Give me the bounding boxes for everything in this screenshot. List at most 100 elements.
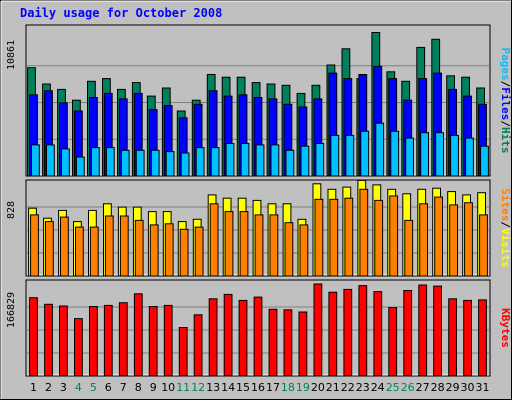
max-label-visits-sites: 828 [6,201,17,219]
bar-pages-7 [120,149,130,177]
bar-sites-9 [149,224,159,277]
bar-pages-27 [420,132,430,177]
day-label-4: 4 [75,381,82,394]
bar-sites-6 [104,215,114,277]
bar-kbytes-18 [283,309,293,377]
bar-kbytes-28 [433,285,443,377]
bar-pages-14 [225,143,235,177]
bar-kbytes-24 [373,291,383,377]
bar-kbytes-4 [74,318,83,377]
bar-kbytes-30 [463,299,473,377]
bar-sites-2 [45,221,54,277]
bar-kbytes-22 [343,288,353,377]
bar-pages-30 [465,137,474,177]
legend-item: Files [499,87,512,120]
bar-pages-23 [360,130,370,177]
bar-pages-21 [330,134,340,177]
series-kbytes [29,283,487,377]
day-label-21: 21 [326,381,340,394]
bar-pages-19 [300,145,310,177]
bar-sites-10 [164,223,174,277]
bar-pages-31 [480,145,489,177]
day-label-29: 29 [446,381,460,394]
day-label-16: 16 [251,381,265,394]
bar-pages-25 [390,130,400,177]
day-label-26: 26 [401,381,415,394]
bar-sites-14 [224,211,234,277]
bar-pages-20 [315,143,325,177]
day-label-27: 27 [416,381,430,394]
bar-sites-29 [449,204,459,277]
legend-item: Pages [499,48,512,81]
bar-sites-3 [60,216,69,277]
bar-sites-20 [314,198,324,277]
series-sites [30,188,488,277]
day-label-1: 1 [30,381,37,394]
day-label-8: 8 [135,381,142,394]
bar-kbytes-31 [478,299,487,377]
bar-pages-17 [270,144,280,177]
bar-sites-7 [119,215,129,277]
day-label-24: 24 [371,381,385,394]
legend-item: KBytes [499,308,512,348]
day-label-28: 28 [431,381,445,394]
bar-sites-21 [329,198,339,277]
bar-sites-16 [254,214,264,277]
day-label-6: 6 [105,381,112,394]
bar-pages-12 [195,147,205,177]
bar-sites-22 [344,197,354,277]
bar-kbytes-7 [118,302,128,377]
bar-pages-6 [105,147,115,177]
day-label-23: 23 [356,381,370,394]
bar-sites-28 [434,196,444,277]
day-label-14: 14 [221,381,235,394]
bar-kbytes-20 [313,283,323,377]
day-label-20: 20 [311,381,325,394]
bar-sites-26 [404,219,414,277]
bar-sites-11 [179,228,189,277]
legend-item: / [499,81,512,88]
bar-kbytes-5 [89,306,98,377]
bar-sites-5 [89,226,99,277]
panel-kbytes: 166829 KBytes [6,279,512,377]
bar-kbytes-13 [208,298,218,377]
bar-kbytes-12 [193,314,203,377]
bar-kbytes-10 [163,304,173,377]
legend-item: Sites [499,188,512,221]
day-label-11: 11 [176,381,190,394]
day-label-19: 19 [296,381,310,394]
bar-pages-9 [150,149,160,177]
day-label-22: 22 [341,381,355,394]
bar-kbytes-26 [403,290,413,377]
bar-pages-28 [435,132,445,177]
bar-pages-15 [240,143,250,177]
max-label-hits-files-pages: 10861 [6,40,17,70]
bar-pages-13 [210,147,220,177]
bar-pages-18 [285,149,295,177]
day-label-12: 12 [191,381,205,394]
bar-kbytes-27 [418,284,428,377]
legend-item: Hits [499,127,512,154]
series-pages [31,122,489,177]
panel-visits-sites: 828 Sites/Visits [6,179,512,277]
bar-sites-8 [134,219,144,277]
bar-sites-12 [194,226,204,277]
bar-sites-27 [419,203,429,277]
bar-kbytes-1 [29,297,38,377]
day-label-15: 15 [236,381,250,394]
bar-kbytes-25 [388,307,398,377]
bar-sites-13 [209,203,219,277]
bar-kbytes-6 [103,304,113,377]
bar-sites-30 [464,202,473,277]
bar-kbytes-11 [178,327,188,377]
bar-pages-2 [46,144,55,177]
day-label-17: 17 [266,381,280,394]
bar-pages-4 [75,156,85,177]
bar-sites-15 [239,211,249,277]
bar-kbytes-29 [448,298,458,377]
bar-sites-24 [374,199,384,277]
bar-kbytes-21 [328,291,338,377]
bar-pages-1 [31,144,40,177]
max-label-kbytes: 166829 [6,292,17,328]
